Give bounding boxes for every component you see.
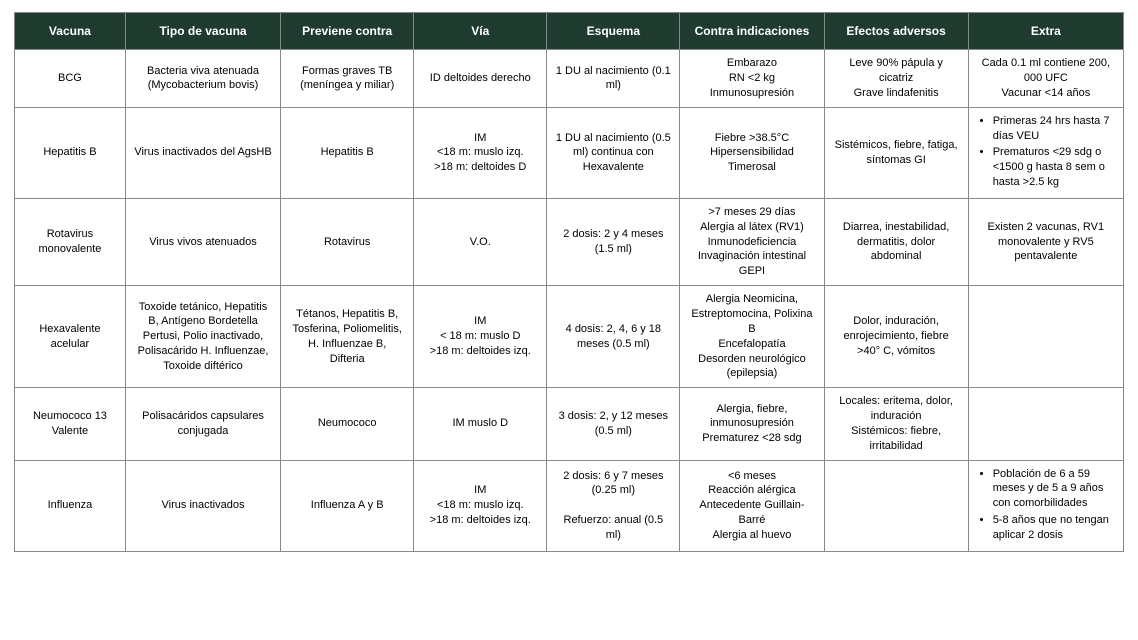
table-row: BCGBacteria viva atenuada (Mycobacterium… xyxy=(15,50,1124,108)
cell-efectos: Locales: eritema, dolor, induraciónSisté… xyxy=(824,388,968,460)
cell-previene: Influenza A y B xyxy=(281,460,414,551)
cell-contra: Alergia Neomicina, Estreptomocina, Polix… xyxy=(680,286,824,388)
cell-contra: <6 mesesReacción alérgicaAntecedente Gui… xyxy=(680,460,824,551)
header-vacuna: Vacuna xyxy=(15,13,126,50)
extra-list: Primeras 24 hrs hasta 7 días VEUPrematur… xyxy=(977,114,1115,190)
cell-previene: Hepatitis B xyxy=(281,107,414,198)
header-previene: Previene contra xyxy=(281,13,414,50)
table-body: BCGBacteria viva atenuada (Mycobacterium… xyxy=(15,50,1124,552)
header-tipo: Tipo de vacuna xyxy=(125,13,280,50)
cell-via: IM<18 m: muslo izq.>18 m: deltoides D xyxy=(414,107,547,198)
cell-esquema: 2 dosis: 2 y 4 meses (1.5 ml) xyxy=(547,198,680,285)
header-via: Vía xyxy=(414,13,547,50)
cell-via: V.O. xyxy=(414,198,547,285)
cell-vacuna: Neumococo 13 Valente xyxy=(15,388,126,460)
cell-vacuna: Influenza xyxy=(15,460,126,551)
cell-tipo: Bacteria viva atenuada (Mycobacterium bo… xyxy=(125,50,280,108)
header-extra: Extra xyxy=(968,13,1123,50)
cell-via: ID deltoides derecho xyxy=(414,50,547,108)
table-row: Hexavalente acelularToxoide tetánico, He… xyxy=(15,286,1124,388)
cell-contra: Alergia, fiebre, inmunosupresiónPrematur… xyxy=(680,388,824,460)
cell-esquema: 4 dosis: 2, 4, 6 y 18 meses (0.5 ml) xyxy=(547,286,680,388)
cell-previene: Tétanos, Hepatitis B, Tosferina, Poliome… xyxy=(281,286,414,388)
cell-efectos xyxy=(824,460,968,551)
cell-previene: Rotavirus xyxy=(281,198,414,285)
table-row: Hepatitis BVirus inactivados del AgsHBHe… xyxy=(15,107,1124,198)
header-efectos: Efectos adversos xyxy=(824,13,968,50)
extra-list: Población de 6 a 59 meses y de 5 a 9 año… xyxy=(977,467,1115,543)
cell-contra: EmbarazoRN <2 kgInmunosupresión xyxy=(680,50,824,108)
cell-tipo: Virus inactivados xyxy=(125,460,280,551)
cell-tipo: Polisacáridos capsulares conjugada xyxy=(125,388,280,460)
extra-list-item: 5-8 años que no tengan aplicar 2 dosis xyxy=(993,513,1115,543)
extra-list-item: Prematuros <29 sdg o <1500 g hasta 8 sem… xyxy=(993,145,1115,190)
cell-extra: Existen 2 vacunas, RV1 monovalente y RV5… xyxy=(968,198,1123,285)
cell-efectos: Leve 90% pápula y cicatrizGrave lindafen… xyxy=(824,50,968,108)
header-esquema: Esquema xyxy=(547,13,680,50)
cell-extra xyxy=(968,286,1123,388)
table-row: Rotavirus monovalenteVirus vivos atenuad… xyxy=(15,198,1124,285)
cell-previene: Neumococo xyxy=(281,388,414,460)
cell-esquema: 2 dosis: 6 y 7 meses (0.25 ml)Refuerzo: … xyxy=(547,460,680,551)
cell-tipo: Toxoide tetánico, Hepatitis B, Antígeno … xyxy=(125,286,280,388)
cell-tipo: Virus inactivados del AgsHB xyxy=(125,107,280,198)
extra-list-item: Primeras 24 hrs hasta 7 días VEU xyxy=(993,114,1115,144)
vaccines-table: Vacuna Tipo de vacuna Previene contra Ví… xyxy=(14,12,1124,552)
cell-tipo: Virus vivos atenuados xyxy=(125,198,280,285)
cell-esquema: 1 DU al nacimiento (0.5 ml) continua con… xyxy=(547,107,680,198)
cell-vacuna: Rotavirus monovalente xyxy=(15,198,126,285)
cell-via: IM<18 m: muslo izq.>18 m: deltoides izq. xyxy=(414,460,547,551)
cell-previene: Formas graves TB (meníngea y miliar) xyxy=(281,50,414,108)
cell-extra: Primeras 24 hrs hasta 7 días VEUPrematur… xyxy=(968,107,1123,198)
cell-contra: >7 meses 29 díasAlergia al látex (RV1)In… xyxy=(680,198,824,285)
cell-vacuna: Hepatitis B xyxy=(15,107,126,198)
cell-esquema: 3 dosis: 2, y 12 meses (0.5 ml) xyxy=(547,388,680,460)
cell-extra: Población de 6 a 59 meses y de 5 a 9 año… xyxy=(968,460,1123,551)
header-contra: Contra indicaciones xyxy=(680,13,824,50)
cell-efectos: Sistémicos, fiebre, fatiga, síntomas GI xyxy=(824,107,968,198)
cell-efectos: Dolor, induración, enrojecimiento, fiebr… xyxy=(824,286,968,388)
cell-efectos: Diarrea, inestabilidad, dermatitis, dolo… xyxy=(824,198,968,285)
table-row: Neumococo 13 ValentePolisacáridos capsul… xyxy=(15,388,1124,460)
cell-via: IM muslo D xyxy=(414,388,547,460)
cell-vacuna: Hexavalente acelular xyxy=(15,286,126,388)
table-row: InfluenzaVirus inactivadosInfluenza A y … xyxy=(15,460,1124,551)
cell-esquema: 1 DU al nacimiento (0.1 ml) xyxy=(547,50,680,108)
cell-via: IM< 18 m: muslo D>18 m: deltoides izq. xyxy=(414,286,547,388)
cell-extra xyxy=(968,388,1123,460)
cell-extra: Cada 0.1 ml contiene 200, 000 UFCVacunar… xyxy=(968,50,1123,108)
header-row: Vacuna Tipo de vacuna Previene contra Ví… xyxy=(15,13,1124,50)
extra-list-item: Población de 6 a 59 meses y de 5 a 9 año… xyxy=(993,467,1115,512)
cell-contra: Fiebre >38.5°CHipersensibilidad Timerosa… xyxy=(680,107,824,198)
cell-vacuna: BCG xyxy=(15,50,126,108)
table-header: Vacuna Tipo de vacuna Previene contra Ví… xyxy=(15,13,1124,50)
